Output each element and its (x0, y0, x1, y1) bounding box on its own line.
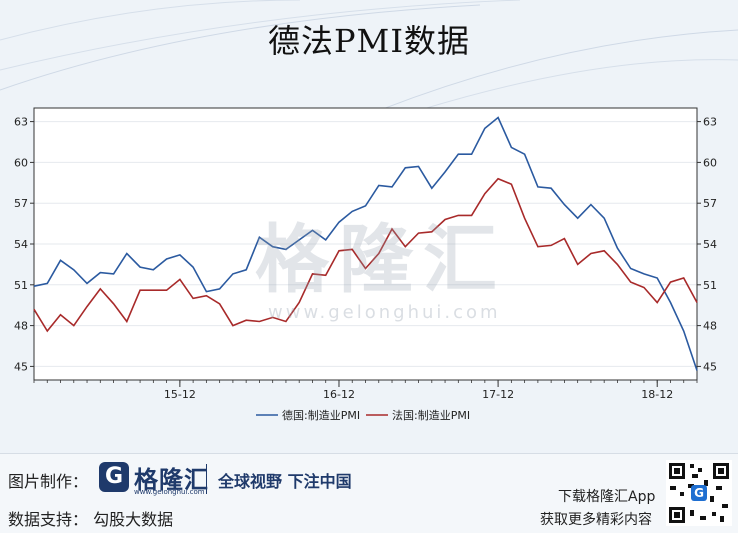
x-tick-label: 17-12 (482, 388, 514, 401)
legend-label-2: 法国:制造业PMI (392, 408, 470, 422)
x-tick-label: 16-12 (323, 388, 355, 401)
made-by-label: 图片制作： (8, 472, 89, 491)
background-decoration (0, 0, 738, 110)
y-tick-label-left: 63 (14, 116, 28, 129)
y-tick-label-right: 57 (703, 197, 717, 210)
plot-frame (33, 107, 698, 381)
y-tick-label-right: 48 (703, 320, 717, 333)
y-tick-label-right: 63 (703, 116, 717, 129)
series-line-2 (33, 177, 698, 333)
y-tick-label-right: 45 (703, 360, 717, 373)
qr-code-icon[interactable]: G (666, 460, 732, 526)
y-tick-label-left: 54 (14, 238, 28, 251)
legend-label-1: 德国:制造业PMI (282, 408, 360, 422)
brand-url: www.gelonghui.com (134, 488, 205, 496)
y-tick-label-right: 54 (703, 238, 717, 251)
y-tick-label-right: 51 (703, 279, 717, 292)
x-tick-label: 18-12 (641, 388, 673, 401)
download-app-text[interactable]: 下载格隆汇App (558, 489, 656, 505)
x-tick-label: 15-12 (164, 388, 196, 401)
y-tick-label-left: 57 (14, 197, 28, 210)
watermark-text: 格隆汇 (255, 217, 507, 303)
data-support: 数据支持： 勾股大数据 (8, 510, 174, 529)
chart-container: 45 45 48 48 51 51 54 54 57 57 60 60 63 63 15-12 16-12 17… (0, 100, 738, 445)
y-tick-label-left: 45 (14, 360, 28, 373)
more-content-text: 获取更多精彩内容 (540, 512, 652, 528)
brand-name: 格隆汇 (134, 466, 209, 494)
y-tick-label-left: 60 (14, 156, 28, 169)
y-tick-label-left: 51 (14, 279, 28, 292)
gelonghui-logo-icon: G (99, 462, 129, 492)
chart-title: 德法PMI数据 (268, 22, 470, 60)
slogan: 全球视野 下注中国 (218, 472, 352, 491)
watermark-url: www.gelonghui.com (268, 302, 501, 323)
footer-divider (206, 464, 207, 494)
series-line-1 (33, 116, 698, 371)
svg-text:G: G (694, 486, 704, 500)
footer: 图片制作： G 格隆汇 www.gelonghui.com 全球视野 下注中国 … (0, 453, 738, 533)
pmi-line-chart: 45 45 48 48 51 51 54 54 57 57 60 60 63 63 15-12 16-12 17… (14, 107, 717, 422)
y-tick-label-right: 60 (703, 156, 717, 169)
y-tick-label-left: 48 (14, 320, 28, 333)
